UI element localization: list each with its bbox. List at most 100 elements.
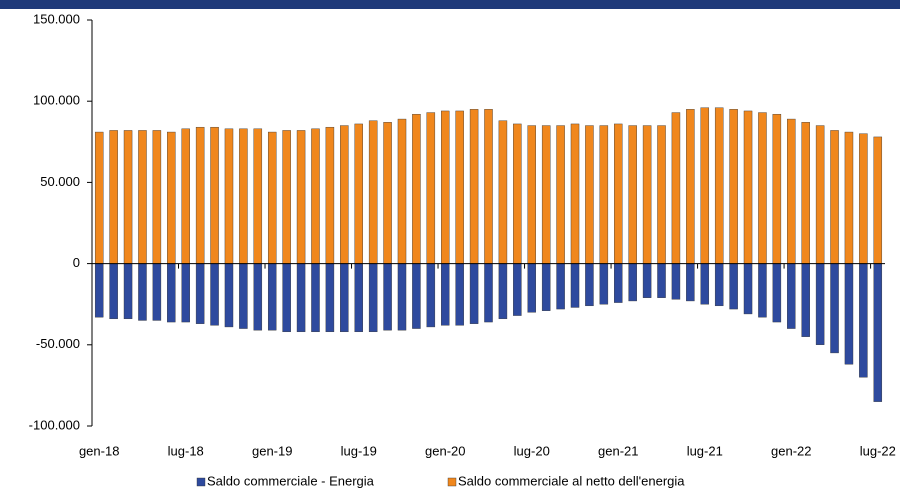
bar — [383, 122, 392, 264]
bar — [758, 263, 767, 318]
bar — [152, 130, 162, 264]
bar — [441, 110, 450, 264]
bar — [541, 125, 551, 264]
bar — [570, 123, 580, 264]
bar — [296, 130, 306, 264]
bar — [498, 263, 508, 320]
x-tick-label: gen-18 — [79, 443, 119, 458]
bar — [772, 263, 782, 323]
bar — [239, 263, 248, 329]
bar — [556, 263, 565, 310]
bar — [282, 263, 291, 333]
bar — [469, 109, 479, 264]
bar — [527, 263, 536, 313]
bar — [484, 263, 493, 323]
bar — [455, 110, 464, 264]
x-tick-label: gen-19 — [252, 443, 292, 458]
bar — [614, 263, 623, 303]
bar — [686, 109, 695, 264]
bar — [210, 263, 219, 326]
y-tick-label: 0 — [73, 255, 80, 270]
bar — [368, 120, 378, 264]
bar — [873, 263, 883, 402]
bar — [397, 118, 407, 264]
bar — [325, 263, 335, 333]
bar — [801, 122, 810, 264]
bar — [787, 263, 796, 329]
x-tick-label: lug-21 — [687, 443, 723, 458]
bar — [714, 107, 724, 264]
bar — [210, 126, 219, 264]
bar — [340, 263, 349, 333]
bar — [815, 263, 825, 346]
bar — [181, 128, 190, 264]
bar — [311, 263, 320, 333]
x-tick-label: gen-21 — [598, 443, 638, 458]
bar — [599, 125, 609, 264]
bar — [195, 263, 205, 324]
legend-swatch — [447, 477, 457, 487]
x-tick-label: lug-18 — [168, 443, 204, 458]
bar — [123, 130, 133, 264]
bar — [527, 125, 536, 264]
bar — [383, 263, 392, 331]
x-tick-label: gen-20 — [425, 443, 465, 458]
bar — [181, 263, 190, 323]
y-tick-label: 100.000 — [33, 93, 80, 108]
bar — [801, 263, 810, 337]
bar — [513, 263, 522, 316]
bar — [412, 263, 421, 329]
bar — [397, 263, 407, 331]
bar — [729, 263, 738, 310]
bar — [267, 263, 277, 331]
bar — [167, 263, 176, 323]
bar — [614, 123, 623, 264]
bar — [354, 263, 363, 333]
y-tick-label: 150.000 — [33, 11, 80, 26]
x-tick-label: lug-22 — [860, 443, 896, 458]
bar — [859, 133, 868, 264]
bar — [585, 125, 594, 264]
bar — [94, 131, 104, 264]
bar — [671, 112, 681, 264]
bar — [426, 263, 436, 328]
y-tick-label: -100.000 — [29, 417, 80, 432]
bar — [513, 123, 522, 264]
bar — [758, 112, 767, 264]
x-tick-label: gen-22 — [771, 443, 811, 458]
bar — [368, 263, 378, 333]
bar — [743, 263, 753, 315]
bar — [729, 109, 738, 264]
bar — [642, 125, 652, 264]
bar — [859, 263, 868, 378]
bar — [152, 263, 162, 321]
legend-label: Saldo commerciale - Energia — [207, 473, 375, 488]
bar — [628, 263, 637, 302]
bar — [426, 112, 436, 264]
bar — [498, 120, 508, 264]
bar — [94, 263, 104, 318]
y-tick-label: 50.000 — [40, 174, 80, 189]
bar — [224, 128, 234, 264]
bar — [700, 263, 710, 305]
bar — [296, 263, 306, 333]
bar — [195, 126, 205, 264]
bar — [743, 110, 753, 264]
bar — [123, 263, 133, 320]
bar — [354, 123, 363, 264]
bar — [686, 263, 695, 302]
bar — [340, 125, 349, 264]
bar — [412, 113, 421, 264]
x-tick-label: lug-20 — [514, 443, 550, 458]
bar — [599, 263, 609, 305]
bar — [282, 130, 291, 264]
bar — [714, 263, 724, 307]
bar — [224, 263, 234, 328]
bar — [585, 263, 594, 307]
bar — [455, 263, 464, 326]
bar — [844, 131, 854, 264]
bar — [253, 263, 263, 331]
bar — [556, 125, 565, 264]
bar — [570, 263, 580, 308]
